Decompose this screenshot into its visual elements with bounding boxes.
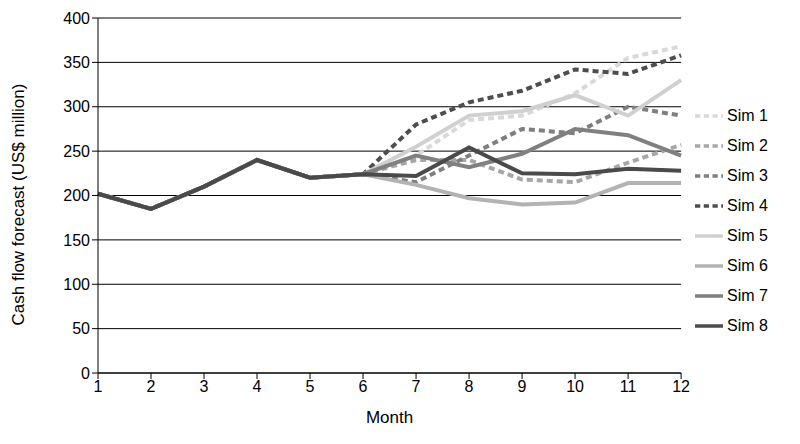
svg-text:400: 400 xyxy=(63,10,90,27)
svg-text:200: 200 xyxy=(63,187,90,204)
svg-text:150: 150 xyxy=(63,232,90,249)
svg-text:100: 100 xyxy=(63,276,90,293)
svg-text:1: 1 xyxy=(94,378,103,395)
svg-text:5: 5 xyxy=(306,378,315,395)
svg-text:9: 9 xyxy=(518,378,527,395)
svg-text:350: 350 xyxy=(63,54,90,71)
svg-text:0: 0 xyxy=(81,365,90,382)
svg-text:Cash flow forecast (US$ millio: Cash flow forecast (US$ million) xyxy=(9,84,28,326)
svg-text:3: 3 xyxy=(200,378,209,395)
html-text:Sim 2: Sim 2 xyxy=(727,136,768,154)
html-text:Sim 4: Sim 4 xyxy=(727,196,768,214)
svg-text:8: 8 xyxy=(465,378,474,395)
html-text:Sim 8: Sim 8 xyxy=(727,316,768,334)
svg-text:2: 2 xyxy=(147,378,156,395)
svg-text:250: 250 xyxy=(63,143,90,160)
svg-text:4: 4 xyxy=(253,378,262,395)
svg-text:11: 11 xyxy=(620,378,637,395)
svg-text:Month: Month xyxy=(366,408,413,427)
html-text:Sim 1: Sim 1 xyxy=(727,106,768,124)
svg-text:6: 6 xyxy=(359,378,368,395)
svg-text:7: 7 xyxy=(412,378,421,395)
html-text:Sim 3: Sim 3 xyxy=(727,166,768,184)
svg-text:10: 10 xyxy=(566,378,584,395)
svg-text:50: 50 xyxy=(72,320,90,337)
html-text:Sim 5: Sim 5 xyxy=(727,226,768,244)
svg-text:12: 12 xyxy=(672,378,690,395)
html-text:Sim 6: Sim 6 xyxy=(727,256,768,274)
svg-text:300: 300 xyxy=(63,98,90,115)
html-text:Sim 7: Sim 7 xyxy=(727,286,768,304)
